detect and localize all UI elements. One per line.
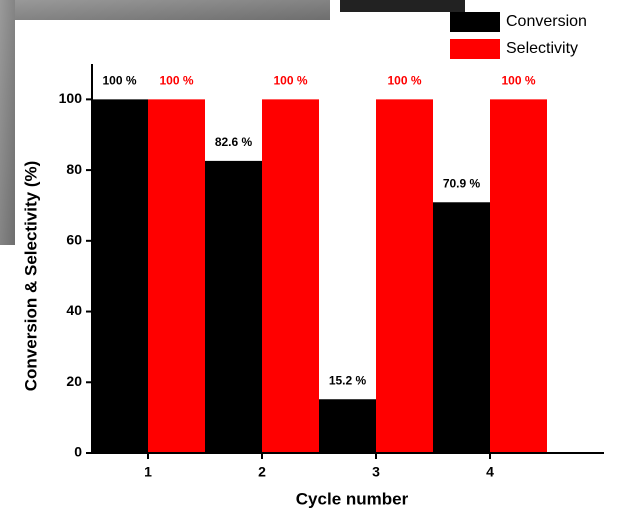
background-photo — [0, 0, 330, 20]
legend-label: Selectivity — [506, 40, 578, 57]
legend-swatch — [450, 39, 500, 59]
bar — [148, 99, 205, 453]
background-photo — [0, 0, 15, 245]
bar — [490, 99, 547, 453]
y-tick-label: 80 — [66, 161, 82, 177]
bar — [91, 99, 148, 453]
y-tick-label: 20 — [66, 373, 82, 389]
bar — [319, 399, 376, 453]
value-label: 15.2 % — [329, 373, 367, 387]
y-axis-title: Conversion & Selectivity (%) — [21, 161, 40, 392]
y-tick-label: 40 — [66, 302, 82, 318]
bar — [376, 99, 433, 453]
bar — [262, 99, 319, 453]
y-tick-label: 100 — [59, 90, 83, 106]
x-tick-label: 3 — [372, 464, 380, 480]
x-tick-label: 1 — [144, 464, 152, 480]
value-label: 100 % — [501, 74, 535, 88]
x-tick-label: 2 — [258, 464, 266, 480]
value-label: 82.6 % — [215, 135, 253, 149]
value-label: 100 % — [102, 74, 136, 88]
x-axis-title: Cycle number — [296, 489, 409, 508]
background-photo — [340, 0, 465, 12]
value-label: 100 % — [159, 74, 193, 88]
y-tick-label: 0 — [74, 444, 82, 460]
bar — [205, 160, 262, 453]
legend-swatch — [450, 12, 500, 32]
legend-label: Conversion — [506, 13, 587, 30]
value-label: 100 % — [387, 74, 421, 88]
bar — [433, 202, 490, 453]
x-tick-label: 4 — [486, 464, 494, 480]
value-label: 100 % — [273, 74, 307, 88]
value-label: 70.9 % — [443, 176, 481, 190]
y-tick-label: 60 — [66, 232, 82, 248]
